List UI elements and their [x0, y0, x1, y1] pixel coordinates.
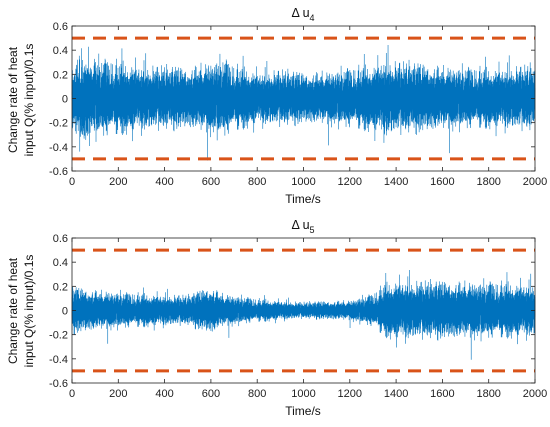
- subplot-2-ylabel: Change rate of heat input Q(% input)/0.1s: [6, 255, 36, 368]
- x-tick-label: 0: [69, 388, 75, 400]
- x-tick-label: 1400: [384, 176, 408, 188]
- y-tick-label: -0.6: [49, 166, 68, 178]
- y-tick-label: 0.2: [53, 281, 68, 293]
- y-tick-label: 0.4: [53, 257, 68, 269]
- x-tick-label: 200: [109, 388, 127, 400]
- y-tick-label: -0.2: [49, 118, 68, 130]
- x-tick-label: 2000: [523, 176, 547, 188]
- x-tick-label: 400: [155, 388, 173, 400]
- y-tick-label: -0.4: [49, 142, 68, 154]
- x-tick-label: 1600: [430, 176, 454, 188]
- y-tick-label: 0.6: [53, 233, 68, 245]
- x-tick-label: 1400: [384, 388, 408, 400]
- noise-series-line: [71, 270, 536, 360]
- y-tick-label: 0.6: [53, 21, 68, 33]
- y-tick-label: -0.2: [49, 330, 68, 342]
- noise-series-line: [71, 45, 536, 161]
- y-tick-label: 0: [62, 94, 68, 106]
- subplot-2-ticks: 0 200 400 600 800 1000 1200 1400 1600 1800 2000 -0.…: [49, 233, 547, 400]
- subplot-2-limit-lines: [72, 248, 535, 373]
- y-tick-label: 0.2: [53, 69, 68, 81]
- x-tick-label: 1000: [291, 388, 315, 400]
- subplot-1-ylabel: Change rate of heat input Q(% input)/0.1s: [6, 44, 36, 157]
- x-tick-label: 200: [109, 176, 127, 188]
- y-tick-label: -0.4: [49, 354, 68, 366]
- y-tick-label: 0.4: [53, 45, 68, 57]
- subplot-1-signal: [71, 45, 536, 161]
- x-tick-label: 1000: [291, 176, 315, 188]
- x-tick-label: 0: [69, 176, 75, 188]
- subplot-2-title: Δ u5: [291, 218, 314, 235]
- subplot-1-xlabel: Time/s: [285, 192, 321, 206]
- y-tick-label: -0.6: [49, 378, 68, 390]
- subplot-1-limit-lines: [72, 36, 535, 161]
- subplot-1-title: Δ u4: [291, 6, 314, 23]
- x-tick-label: 800: [248, 176, 266, 188]
- subplot-1-ticks: 0 200 400 600 800 1000 1200 1400 1600 1800 2000 -0.…: [49, 21, 547, 188]
- x-tick-label: 1800: [476, 388, 500, 400]
- x-tick-label: 400: [155, 176, 173, 188]
- x-tick-label: 1200: [338, 388, 362, 400]
- y-tick-label: 0: [62, 306, 68, 318]
- x-tick-label: 1600: [430, 388, 454, 400]
- subplot-2-xlabel: Time/s: [285, 404, 321, 418]
- x-tick-label: 2000: [523, 388, 547, 400]
- subplot-2: Δ u5 Change rate of heat input Q(% input)…: [6, 218, 547, 418]
- subplot-1: Δ u4 Change rate of heat input Q(% input)…: [6, 6, 547, 206]
- x-tick-label: 800: [248, 388, 266, 400]
- x-tick-label: 1200: [338, 176, 362, 188]
- x-tick-label: 1800: [476, 176, 500, 188]
- subplot-2-signal: [71, 270, 536, 360]
- x-tick-label: 600: [202, 176, 220, 188]
- x-tick-label: 600: [202, 388, 220, 400]
